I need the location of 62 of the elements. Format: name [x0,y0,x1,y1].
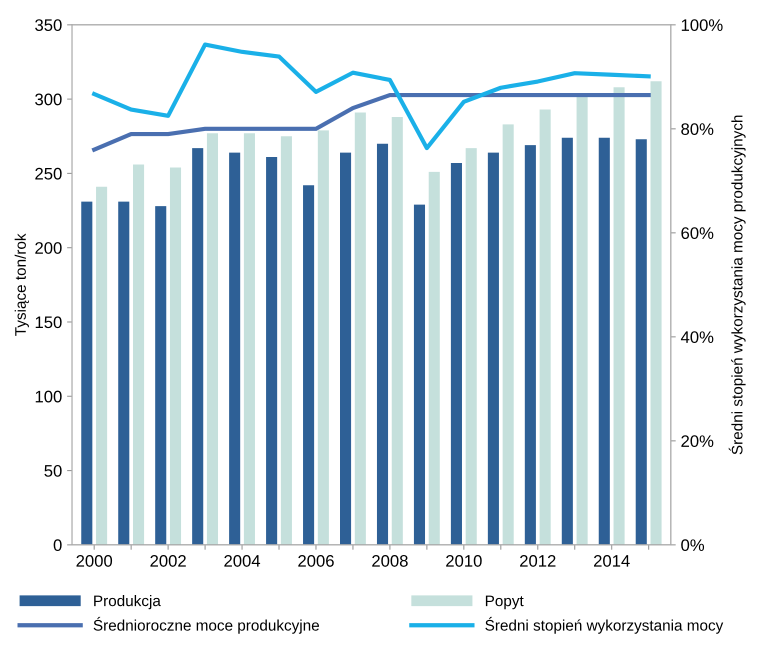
x-tick-label: 2004 [224,555,260,567]
line-series [92,42,651,150]
legend-label: Produkcja [94,595,161,610]
y-tick-label: 300 [35,94,62,106]
y-tick-label: 350 [35,19,62,32]
bar [598,138,610,545]
bar [466,148,477,545]
bar [354,112,366,545]
y2-axis-title: Średni stopień wykorzystania mocy produkcyjnych [728,116,746,454]
x-tick-label: 2002 [150,555,186,567]
x-tick-label: 2000 [76,555,112,567]
bar [414,204,426,545]
x-tick-label: 2014 [594,555,630,567]
bar [488,152,499,545]
y2-tick-label: 100% [682,19,723,32]
legend-label: Średni stopień wykorzystania mocy [485,616,724,634]
x-tick-label: 2008 [372,555,408,567]
bar [392,116,403,545]
x-tick-label: 2006 [298,555,334,567]
bar [540,110,551,545]
y-tick-label: 200 [35,242,62,254]
bar [81,202,92,545]
bar [266,157,278,545]
x-tick-label: 2010 [446,555,482,567]
legend-label: Średnioroczne moce produkcyjne [94,616,319,634]
bar [96,186,108,545]
bar [614,87,625,545]
bar [650,81,662,545]
bar [428,172,440,545]
bar [170,167,182,545]
bar [229,152,240,545]
bar [636,139,647,545]
y2-tick-label: 80% [681,123,714,136]
bar [155,206,166,545]
bar [376,144,388,545]
bar [206,133,218,545]
y-axis-title: Tysiące ton/rok [14,233,29,336]
y2-tick-label: 0% [681,539,704,552]
bar [192,148,204,545]
bar [118,202,130,545]
legend-label: Popyt [486,596,524,610]
bar [303,185,314,545]
bar [576,96,588,545]
y-tick-label: 250 [35,168,62,180]
y-tick-label: 0 [54,539,62,552]
line-series [92,92,651,152]
bar [562,138,573,545]
y2-tick-label: 40% [680,331,714,344]
bar [502,124,514,545]
bar [280,136,292,545]
bar [244,133,255,545]
bar [524,145,536,545]
y2-tick-label: 20% [681,435,714,448]
bar [133,164,144,545]
y-tick-label: 100 [36,390,62,402]
y2-tick-label: 60% [681,227,714,240]
bar [318,130,329,545]
x-tick-label: 2012 [520,555,556,567]
y-tick-label: 50 [44,464,62,477]
bar [450,163,462,545]
bar [340,152,352,545]
y-tick-label: 150 [36,316,62,328]
